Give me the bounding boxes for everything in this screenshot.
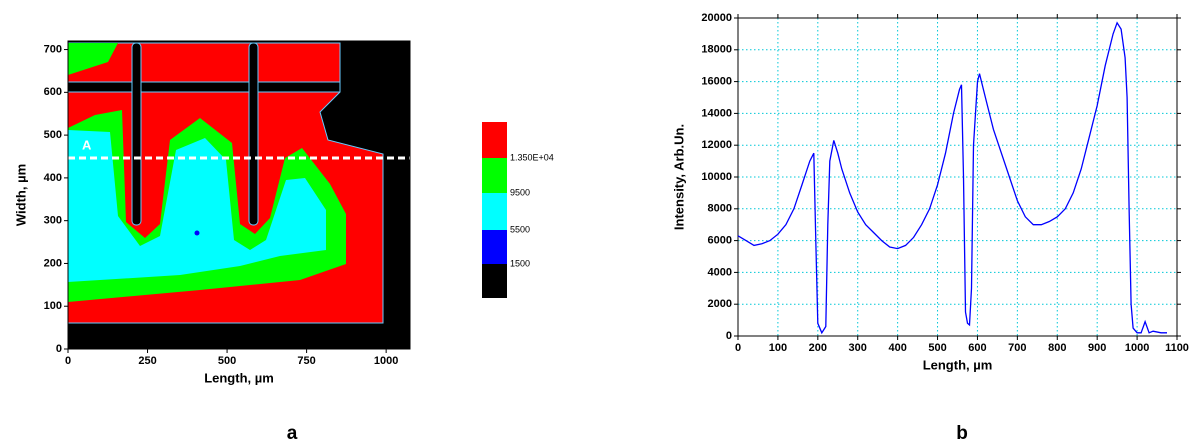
x-tick-label: 800 (1048, 342, 1066, 354)
x-tick-label: 1000 (374, 355, 398, 367)
map-region (68, 43, 118, 75)
y-tick-label: 10000 (701, 171, 732, 183)
plot-frame (67, 40, 411, 350)
y-tick-label: 400 (44, 172, 62, 184)
y-tick-label: 6000 (708, 235, 732, 247)
y-tick-label: 500 (44, 129, 62, 141)
panel-caption: b (956, 423, 968, 444)
colorbar-block (482, 193, 507, 230)
y-axis-label: Width, µm (13, 164, 28, 226)
x-tick-label: 400 (888, 342, 906, 354)
x-tick-label: 900 (1088, 342, 1106, 354)
colorbar-label: 1.350E+04 (510, 152, 554, 162)
section-label: A (82, 137, 92, 152)
colorbar-label: 1500 (510, 258, 530, 268)
plot-frame (737, 17, 1178, 337)
y-tick-label: 14000 (701, 107, 732, 119)
y-tick-label: 12000 (701, 139, 732, 151)
colorbar-block (482, 122, 507, 158)
y-tick-label: 100 (44, 300, 62, 312)
y-tick-label: 16000 (701, 76, 732, 88)
map-groove (67, 81, 341, 93)
y-tick-label: 18000 (701, 44, 732, 56)
x-axis-label: Length, µm (204, 370, 274, 385)
x-tick-label: 0 (735, 342, 741, 354)
y-tick-label: 300 (44, 215, 62, 227)
x-tick-label: 500 (218, 355, 236, 367)
map-groove (131, 42, 142, 226)
data-line (737, 21, 1167, 335)
colorbar-label: 9500 (510, 187, 530, 197)
x-tick-label: 300 (849, 342, 867, 354)
y-tick-label: 4000 (708, 266, 732, 278)
map-groove (248, 42, 259, 226)
panel-caption: a (287, 423, 298, 444)
x-tick-label: 1100 (1165, 342, 1189, 354)
y-tick-label: 8000 (708, 203, 732, 215)
colorbar-block (482, 230, 507, 264)
y-tick-label: 2000 (708, 298, 732, 310)
y-tick-label: 200 (44, 257, 62, 269)
x-tick-label: 0 (65, 355, 71, 367)
y-tick-label: 0 (726, 330, 732, 342)
x-axis-label: Length, µm (923, 357, 993, 372)
x-tick-label: 200 (809, 342, 827, 354)
y-tick-label: 700 (44, 43, 62, 55)
colorbar-block (482, 264, 507, 298)
x-tick-label: 750 (297, 355, 315, 367)
map-region (68, 130, 326, 282)
x-tick-label: 100 (769, 342, 787, 354)
y-tick-label: 600 (44, 86, 62, 98)
map-region (194, 230, 200, 236)
y-tick-label: 0 (56, 343, 62, 355)
y-tick-label: 20000 (701, 12, 732, 24)
x-tick-label: 250 (138, 355, 156, 367)
colorbar-block (482, 158, 507, 193)
y-axis-label: Intensity, Arb.Un. (671, 124, 686, 230)
colorbar-label: 5500 (510, 224, 530, 234)
x-tick-label: 600 (968, 342, 986, 354)
x-tick-label: 700 (1008, 342, 1026, 354)
x-tick-label: 500 (928, 342, 946, 354)
x-tick-label: 1000 (1125, 342, 1149, 354)
